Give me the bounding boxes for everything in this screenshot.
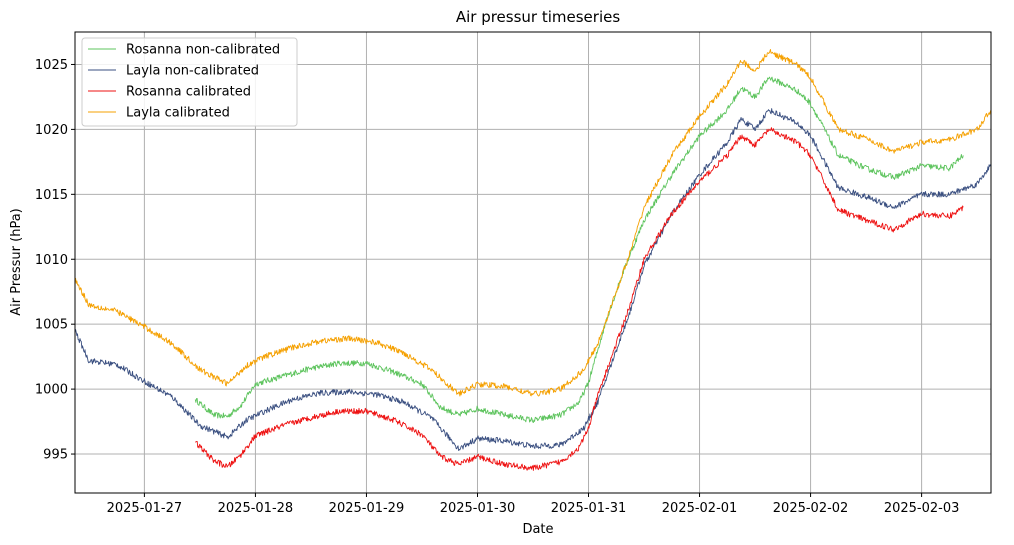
series-line-2 xyxy=(194,127,964,471)
x-axis-title: Date xyxy=(522,522,553,537)
y-tick-label: 1020 xyxy=(35,123,68,138)
series-line-0 xyxy=(194,76,964,424)
y-tick-label: 1000 xyxy=(35,383,68,398)
y-tick-label: 1025 xyxy=(35,58,68,73)
x-tick-label: 2025-02-03 xyxy=(884,501,960,516)
y-tick-label: 1005 xyxy=(35,318,68,333)
x-tick-label: 2025-01-29 xyxy=(329,501,405,516)
y-tick-label: 1015 xyxy=(35,188,68,203)
x-tick-label: 2025-01-31 xyxy=(551,501,627,516)
x-tick-label: 2025-01-30 xyxy=(440,501,516,516)
x-tick-label: 2025-02-01 xyxy=(662,501,738,516)
legend-label: Layla calibrated xyxy=(126,106,230,121)
series-line-1 xyxy=(74,108,992,452)
plot-frame xyxy=(74,31,992,494)
legend-box xyxy=(81,37,298,127)
y-tick-label: 995 xyxy=(43,448,68,463)
y-axis-title: Air Pressur (hPa) xyxy=(9,208,24,316)
legend-label: Layla non-calibrated xyxy=(126,64,259,79)
y-tick-label: 1010 xyxy=(35,253,68,268)
legend: Rosanna non-calibrated Layla non-calibrat… xyxy=(81,37,298,127)
x-axis-ticks: 2025-01-27 2025-01-28 2025-01-29 2025-01-30… xyxy=(107,493,960,516)
x-tick-label: 2025-01-28 xyxy=(218,501,294,516)
legend-label: Rosanna calibrated xyxy=(126,85,251,100)
y-axis-ticks: 995 1000 1005 1010 1015 1020 1025 xyxy=(35,58,75,463)
legend-label: Rosanna non-calibrated xyxy=(126,43,280,58)
series-lines xyxy=(74,49,992,471)
series-line-3 xyxy=(74,49,992,397)
x-tick-label: 2025-01-27 xyxy=(107,501,183,516)
x-tick-label: 2025-02-02 xyxy=(773,501,849,516)
chart-title: Air pressur timeseries xyxy=(456,8,621,26)
grid-lines xyxy=(75,32,991,493)
